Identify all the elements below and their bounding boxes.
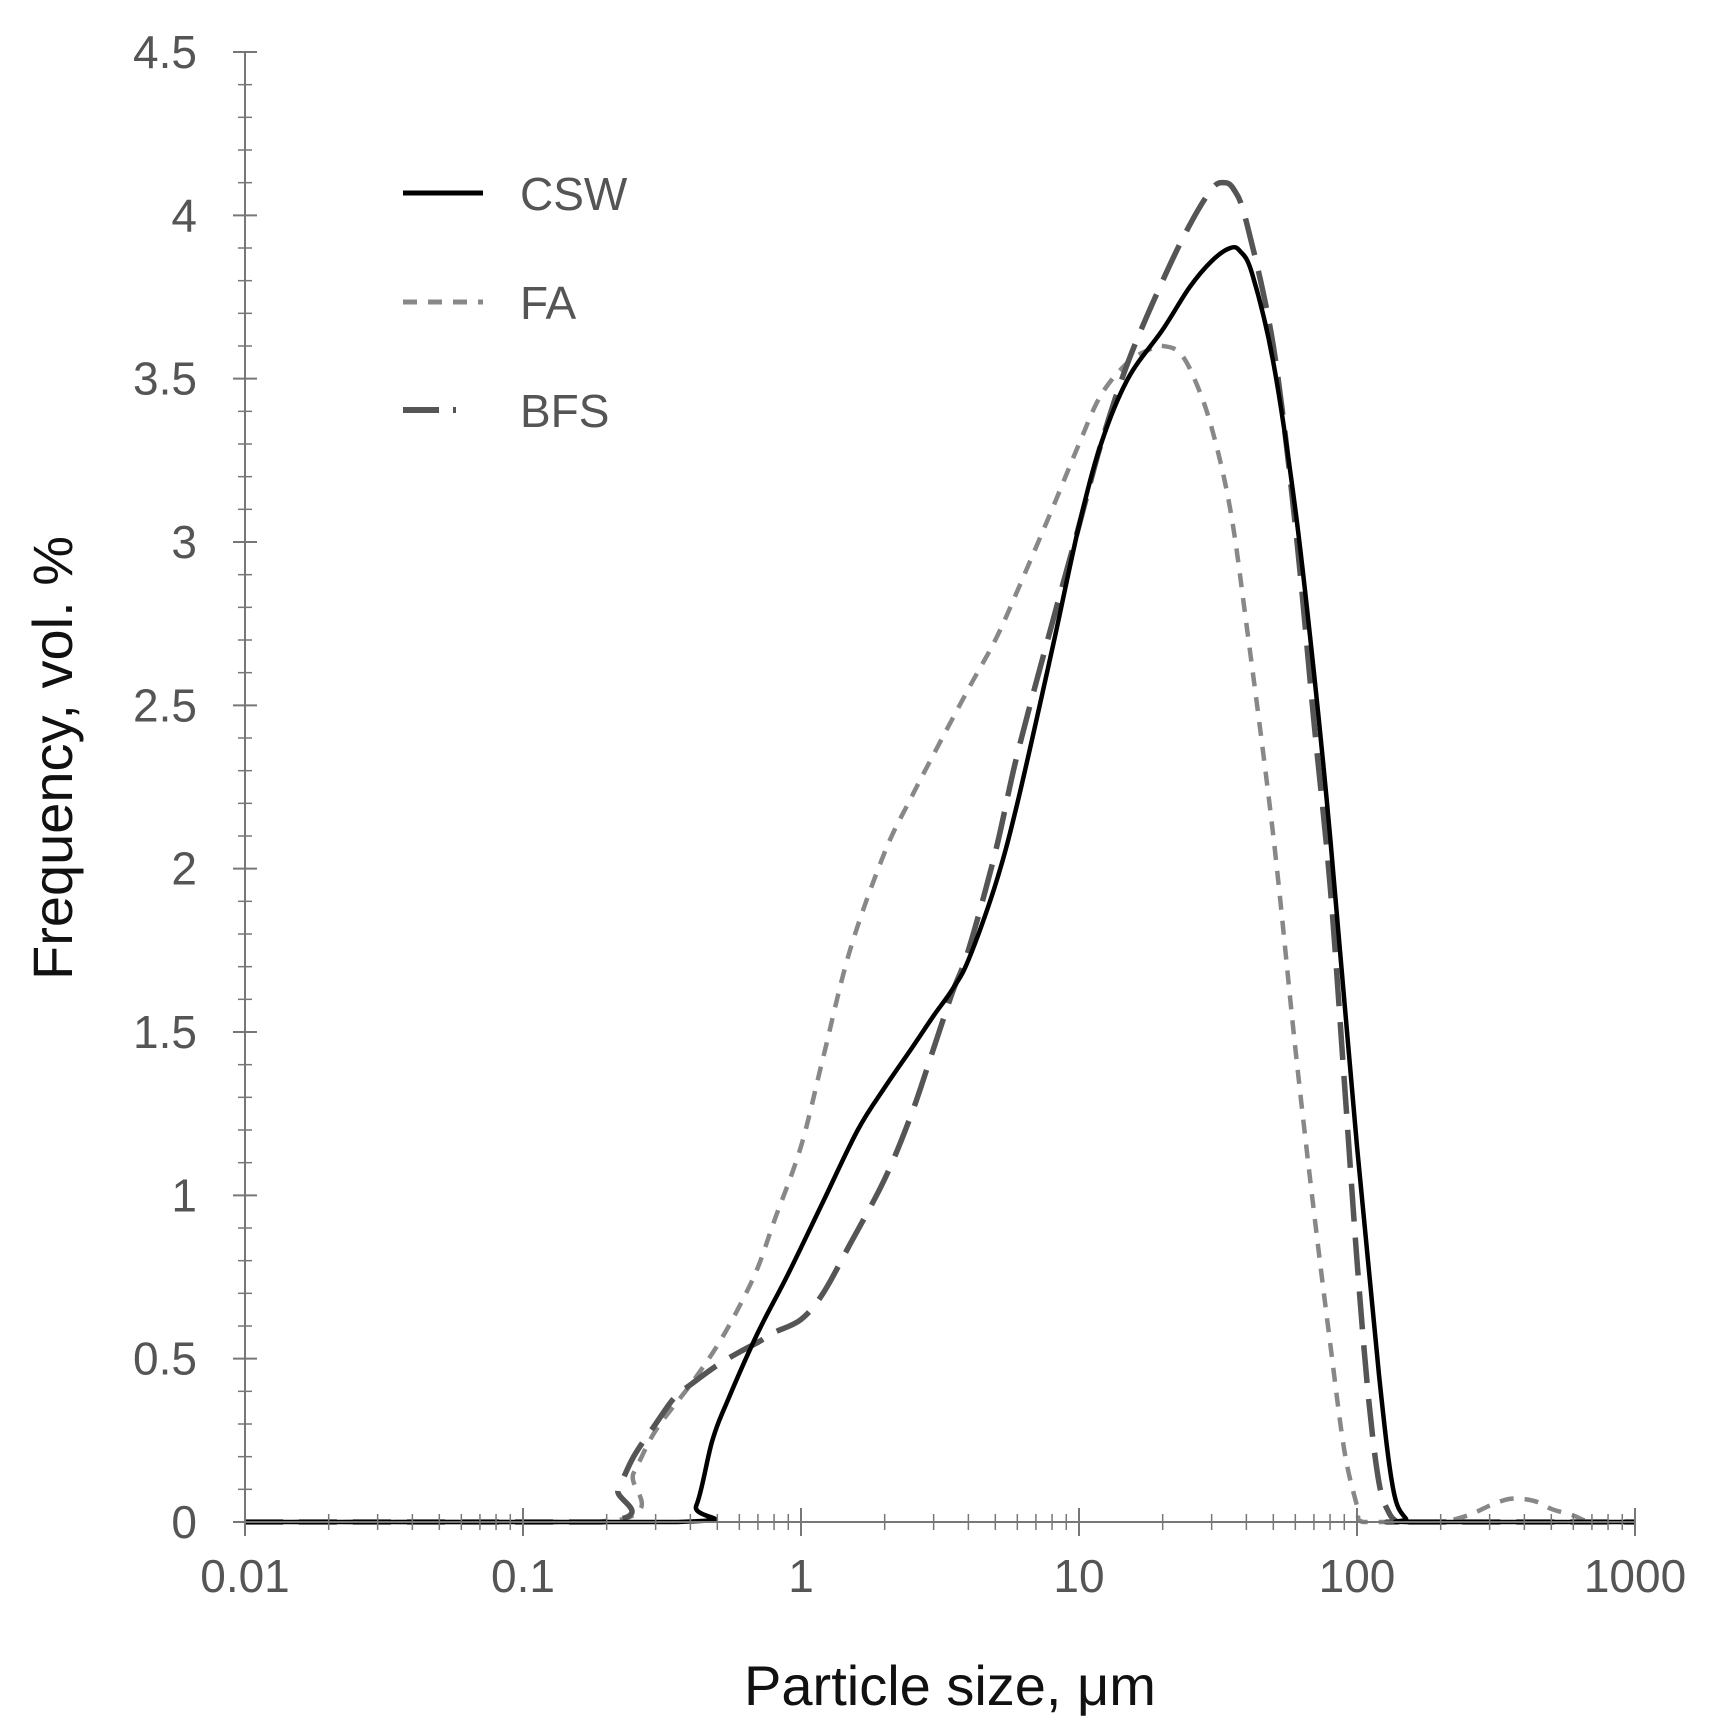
x-axis: 0.01 0.1 1 10 100 1000 [200,1508,1686,1602]
y-tick-label: 1.5 [133,1006,197,1058]
series-line-bfs [245,179,1635,1525]
y-tick-label: 1 [171,1169,197,1221]
plot-series-group [245,179,1635,1525]
x-tick-label: 0.01 [200,1550,290,1602]
y-tick-label: 4 [171,189,197,241]
x-axis-title: Particle size, μm [744,1654,1156,1717]
y-tick-label: 0 [171,1496,197,1548]
legend-label-bfs: BFS [520,385,609,437]
series-line-csw [245,244,1635,1525]
y-tick-label: 3.5 [133,353,197,405]
y-tick-label: 0.5 [133,1333,197,1385]
y-tick-label: 3 [171,516,197,568]
y-tick-label: 2 [171,843,197,895]
series-line-fa [245,343,1635,1525]
x-tick-label: 1000 [1584,1550,1686,1602]
y-tick-label: 2.5 [133,679,197,731]
y-axis-title: Frequency, vol. % [21,536,84,980]
legend-label-csw: CSW [520,168,628,220]
x-tick-label: 0.1 [491,1550,555,1602]
x-tick-label: 1 [788,1550,814,1602]
y-axis: 0 0.5 1 1.5 2 2.5 3 3.5 4 4.5 [133,26,257,1548]
y-tick-label: 4.5 [133,26,197,78]
x-tick-label: 10 [1053,1550,1104,1602]
legend-label-fa: FA [520,277,577,329]
x-tick-label: 100 [1319,1550,1396,1602]
legend: CSW FA BFS [403,168,628,437]
